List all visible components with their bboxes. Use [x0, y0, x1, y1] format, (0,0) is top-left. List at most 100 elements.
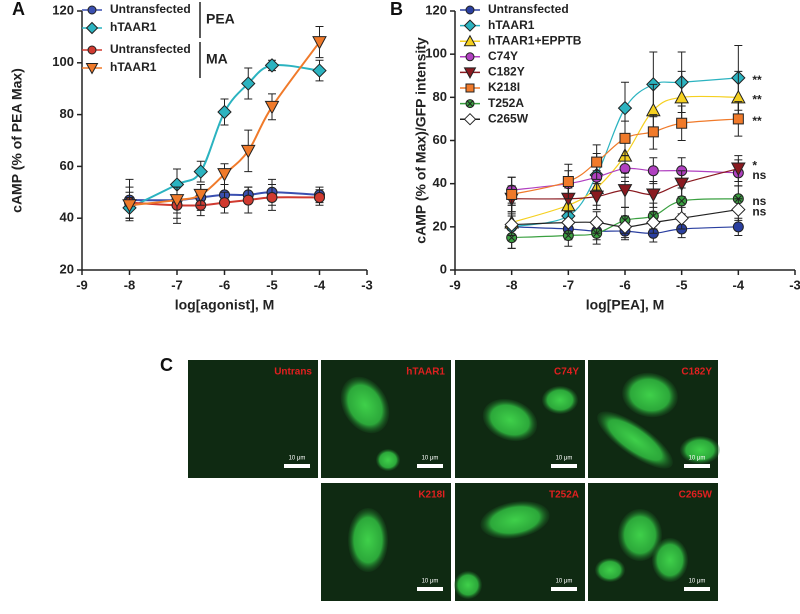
significance-label: * [752, 159, 757, 173]
data-point [506, 188, 518, 200]
cell [597, 411, 673, 469]
legend-label: C182Y [488, 65, 525, 79]
legend-label: T252A [488, 96, 524, 110]
data-point [264, 100, 280, 115]
y-tick-label: 60 [433, 132, 447, 147]
data-point [193, 188, 209, 203]
legend-group-label: MA [206, 51, 228, 67]
y-tick-label: 120 [425, 2, 447, 17]
data-point [87, 5, 97, 15]
scale-bar [284, 464, 310, 468]
significance-label: ns [752, 205, 766, 219]
data-point [647, 126, 659, 138]
data-point [731, 202, 746, 217]
data-point [591, 156, 603, 168]
y-tick-label: 40 [433, 175, 447, 190]
data-point [589, 215, 604, 230]
x-tick-label: -6 [619, 277, 631, 292]
panel-label: A [12, 0, 25, 19]
data-point [312, 36, 327, 50]
data-point [217, 104, 232, 120]
panel-label: C [160, 355, 173, 375]
x-tick-label: -4 [733, 277, 745, 292]
data-point [732, 221, 744, 233]
x-tick-label: -6 [219, 277, 231, 292]
data-point [647, 165, 659, 177]
cell [348, 508, 388, 572]
x-tick-label: -5 [266, 277, 278, 292]
panel-label: B [390, 0, 403, 19]
scale-label: 10 μm [689, 456, 706, 462]
x-tick-label: -8 [506, 277, 518, 292]
scale-bar [417, 464, 443, 468]
cell [454, 571, 482, 599]
x-tick-label: -9 [449, 277, 461, 292]
y-axis-label: cAMP (% of PEA Max) [9, 68, 25, 213]
data-point [314, 191, 325, 203]
scale-label: 10 μm [689, 579, 706, 585]
y-tick-label: 80 [60, 106, 74, 121]
y-tick-label: 120 [52, 2, 74, 17]
data-point [240, 144, 256, 159]
scale-label: 10 μm [289, 456, 306, 462]
y-tick-label: 100 [425, 46, 447, 61]
x-axis-label: log[agonist], M [175, 297, 275, 313]
y-tick-label: 0 [440, 261, 447, 276]
scale-bar [551, 464, 577, 468]
cell [482, 398, 538, 442]
cell [622, 372, 678, 418]
data-point [242, 194, 254, 206]
y-tick-label: 40 [60, 210, 74, 225]
x-tick-label: -9 [76, 277, 88, 292]
y-tick-label: 100 [52, 54, 74, 69]
data-point [312, 63, 327, 78]
data-point [561, 215, 576, 230]
micrograph [188, 360, 318, 478]
data-point [674, 177, 690, 192]
x-tick-label: -7 [563, 277, 575, 292]
data-point [732, 113, 744, 125]
data-point [266, 191, 278, 203]
data-point [676, 117, 688, 129]
data-point [589, 190, 605, 205]
legend-label: Untransfected [488, 2, 569, 16]
scale-label: 10 μm [556, 579, 573, 585]
data-point [465, 52, 475, 62]
x-tick-label: -4 [314, 277, 326, 292]
legend-label: K218I [488, 80, 520, 94]
data-point [264, 58, 280, 73]
image-label: T252A [549, 490, 579, 501]
cell [652, 538, 688, 582]
y-axis-label: cAMP (% of Max)/GFP intensity [413, 37, 429, 244]
scale-label: 10 μm [556, 456, 573, 462]
data-point [217, 168, 232, 182]
cell [340, 376, 390, 434]
data-point [219, 197, 230, 209]
x-tick-label: -3 [361, 277, 373, 292]
data-point [463, 112, 477, 126]
scale-label: 10 μm [422, 456, 439, 462]
image-label: C182Y [681, 367, 712, 378]
x-axis-label: log[PEA], M [586, 297, 665, 313]
point-cross [466, 100, 474, 107]
data-point [617, 184, 633, 198]
cell [480, 501, 550, 539]
image-label: K218I [418, 490, 445, 501]
legend-label: Untransfected [110, 42, 191, 56]
y-tick-label: 20 [60, 261, 74, 276]
data-point [85, 21, 99, 35]
data-point [463, 67, 477, 79]
legend-label: hTAAR1+EPPTB [488, 33, 582, 47]
significance-label: ns [752, 194, 766, 208]
significance-label: ** [752, 93, 762, 107]
data-point [619, 132, 631, 144]
image-label: hTAAR1 [406, 367, 445, 378]
image-label: C74Y [554, 367, 579, 378]
data-point [463, 19, 477, 32]
scale-label: 10 μm [422, 579, 439, 585]
data-point [646, 215, 661, 230]
data-point [122, 199, 137, 213]
x-tick-label: -5 [676, 277, 688, 292]
point-cross [678, 197, 686, 205]
scale-bar [684, 464, 710, 468]
